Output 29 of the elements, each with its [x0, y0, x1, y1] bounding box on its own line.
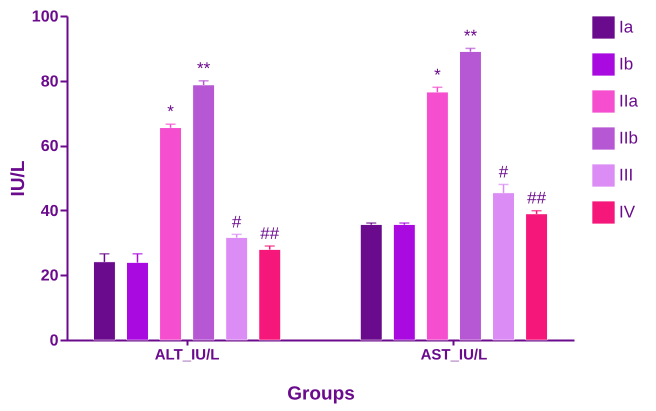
- y-tick-label: 60: [40, 138, 59, 156]
- y-tick-label: 20: [40, 268, 59, 285]
- x-tick-label: ALT_IU/L: [154, 346, 220, 364]
- legend-label: Ib: [619, 54, 634, 74]
- x-axis-title: Groups: [287, 384, 355, 404]
- y-tick-label: 0: [50, 332, 59, 350]
- data-label: ##: [527, 188, 547, 208]
- bar: [526, 214, 548, 340]
- data-label: ##: [260, 224, 280, 244]
- y-tick-label: 100: [32, 8, 59, 26]
- data-label: **: [196, 58, 211, 78]
- x-tick-label: AST_IU/L: [420, 346, 488, 364]
- bar: [192, 84, 215, 340]
- y-tick-label: 40: [40, 202, 59, 220]
- data-label: **: [464, 26, 478, 46]
- data-label: *: [167, 102, 174, 122]
- legend-label: IIb: [619, 128, 638, 148]
- data-label: #: [498, 162, 509, 182]
- legend-label: IIa: [619, 92, 638, 110]
- bar: [258, 249, 281, 340]
- data-label: #: [232, 212, 242, 232]
- bar: [426, 92, 448, 340]
- y-tick-label: 80: [40, 73, 59, 90]
- legend-label: IV: [619, 202, 636, 222]
- legend-label: III: [619, 166, 634, 184]
- y-axis-title: IU/L: [8, 160, 29, 196]
- bar: [160, 128, 182, 340]
- legend-label: Ia: [619, 18, 634, 36]
- data-label: *: [434, 65, 442, 84]
